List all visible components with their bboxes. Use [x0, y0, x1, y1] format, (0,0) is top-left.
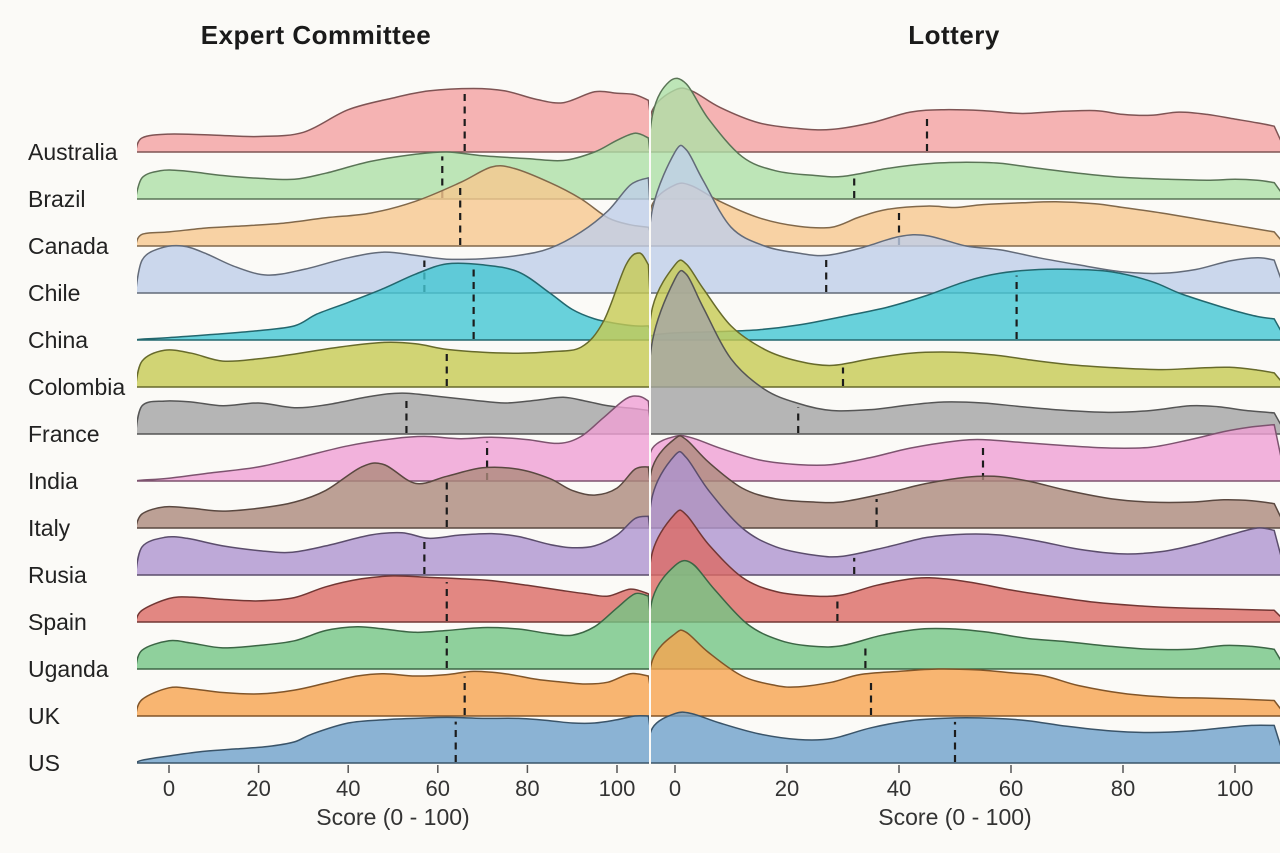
density-curve-china-expert — [137, 262, 649, 341]
row-label-australia: Australia — [28, 139, 118, 165]
row-label-france: France — [28, 421, 100, 447]
tick-label-lottery-80: 80 — [1111, 776, 1135, 801]
density-curve-spain-expert — [137, 575, 649, 623]
density-curve-uk-lottery — [651, 629, 1280, 717]
density-curve-brazil-lottery — [651, 77, 1280, 200]
facet-title-expert-committee: Expert Committee — [200, 20, 432, 50]
row-label-colombia: Colombia — [28, 374, 125, 400]
row-label-spain: Spain — [28, 609, 87, 635]
row-label-uk: UK — [28, 703, 61, 729]
tick-label-lottery-100: 100 — [1217, 776, 1254, 801]
panel-lottery — [651, 77, 1280, 764]
row-label-china: China — [28, 327, 88, 353]
density-curve-us-lottery — [651, 711, 1280, 764]
facet-title-lottery: Lottery — [908, 20, 1000, 50]
tick-label-expert-60: 60 — [426, 776, 450, 801]
density-curve-us-expert — [137, 714, 649, 764]
row-label-chile: Chile — [28, 280, 80, 306]
density-curve-france-expert — [137, 392, 649, 435]
tick-label-expert-20: 20 — [246, 776, 270, 801]
tick-label-expert-40: 40 — [336, 776, 360, 801]
density-curve-chile-expert — [137, 177, 649, 294]
row-label-uganda: Uganda — [28, 656, 109, 682]
row-label-brazil: Brazil — [28, 186, 86, 212]
density-curve-rusia-expert — [137, 515, 649, 576]
density-curve-canada-expert — [137, 165, 649, 247]
density-curve-australia-lottery — [651, 87, 1280, 153]
tick-label-expert-80: 80 — [515, 776, 539, 801]
density-curve-australia-expert — [137, 87, 649, 153]
row-label-rusia: Rusia — [28, 562, 87, 588]
density-curve-france-lottery — [651, 269, 1280, 435]
density-curve-uk-expert — [137, 670, 649, 717]
tick-label-lottery-60: 60 — [999, 776, 1023, 801]
row-label-us: US — [28, 750, 60, 776]
density-curve-italy-lottery — [651, 435, 1280, 529]
density-curve-india-expert — [137, 395, 649, 482]
axis-label-expert: Score (0 - 100) — [316, 804, 469, 830]
tick-label-lottery-0: 0 — [669, 776, 681, 801]
axis-label-lottery: Score (0 - 100) — [878, 804, 1031, 830]
density-curve-colombia-expert — [137, 252, 649, 388]
density-curve-india-lottery — [651, 423, 1280, 482]
tick-label-expert-100: 100 — [599, 776, 636, 801]
row-label-italy: Italy — [28, 515, 71, 541]
row-label-canada: Canada — [28, 233, 109, 259]
tick-label-expert-0: 0 — [163, 776, 175, 801]
tick-label-lottery-40: 40 — [887, 776, 911, 801]
tick-label-lottery-20: 20 — [775, 776, 799, 801]
panel-expert — [137, 87, 649, 764]
row-label-india: India — [28, 468, 78, 494]
density-curve-chile-lottery — [651, 144, 1280, 294]
density-curve-italy-expert — [137, 462, 649, 529]
density-curve-uganda-expert — [137, 592, 649, 670]
